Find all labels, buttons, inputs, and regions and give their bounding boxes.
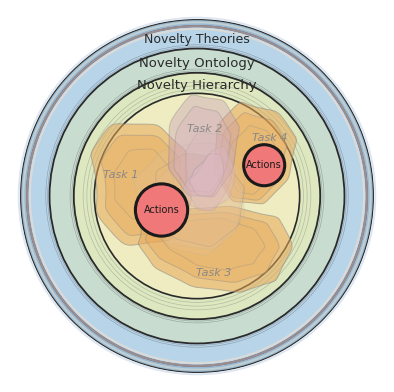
Text: Novelty Ontology: Novelty Ontology bbox=[139, 57, 255, 70]
Text: Actions: Actions bbox=[144, 205, 179, 215]
PathPatch shape bbox=[218, 113, 287, 200]
PathPatch shape bbox=[186, 131, 235, 211]
Text: Actions: Actions bbox=[246, 160, 282, 170]
Circle shape bbox=[243, 145, 285, 186]
Text: Task 2: Task 2 bbox=[187, 124, 222, 134]
Circle shape bbox=[74, 73, 320, 319]
PathPatch shape bbox=[102, 135, 183, 236]
PathPatch shape bbox=[184, 147, 235, 211]
Text: Task 4: Task 4 bbox=[252, 133, 288, 143]
Text: Task 3: Task 3 bbox=[196, 267, 232, 278]
Text: Novelty Hierarchy: Novelty Hierarchy bbox=[137, 79, 257, 93]
PathPatch shape bbox=[169, 95, 239, 197]
PathPatch shape bbox=[145, 212, 279, 282]
Circle shape bbox=[50, 49, 344, 343]
PathPatch shape bbox=[134, 143, 244, 249]
PathPatch shape bbox=[142, 158, 242, 255]
PathPatch shape bbox=[174, 106, 231, 192]
PathPatch shape bbox=[227, 125, 277, 194]
Text: Novelty Theories: Novelty Theories bbox=[144, 33, 250, 46]
PathPatch shape bbox=[190, 154, 224, 196]
Circle shape bbox=[23, 22, 371, 370]
Circle shape bbox=[94, 93, 300, 299]
PathPatch shape bbox=[214, 102, 296, 204]
Circle shape bbox=[136, 184, 188, 236]
PathPatch shape bbox=[152, 154, 244, 247]
PathPatch shape bbox=[159, 218, 265, 270]
PathPatch shape bbox=[91, 124, 191, 245]
PathPatch shape bbox=[138, 206, 292, 292]
PathPatch shape bbox=[114, 149, 176, 220]
Text: Task 1: Task 1 bbox=[103, 171, 138, 180]
Circle shape bbox=[27, 26, 367, 366]
Circle shape bbox=[20, 20, 374, 372]
Circle shape bbox=[27, 26, 367, 366]
